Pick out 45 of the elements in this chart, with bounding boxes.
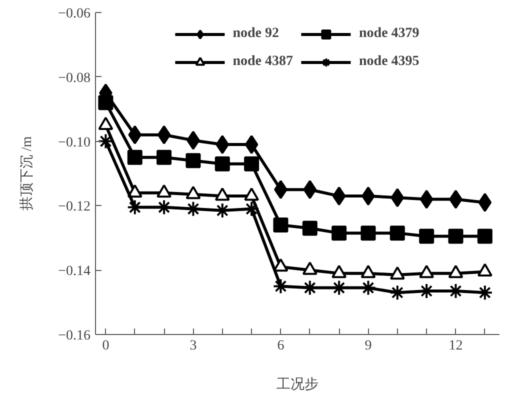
x-axis-title: 工况步 — [276, 376, 318, 392]
point — [156, 199, 172, 216]
point — [419, 228, 434, 244]
y-axis-title: 拱顶下沉 /m — [19, 136, 36, 211]
y-tick-label: −0.10 — [58, 135, 91, 150]
point — [360, 226, 376, 241]
point — [127, 150, 142, 165]
x-tick-label: 3 — [190, 338, 197, 354]
point — [98, 95, 114, 110]
point — [186, 153, 201, 168]
point — [478, 192, 492, 212]
y-tick-label: −0.14 — [58, 264, 91, 280]
x-tick-label: 0 — [102, 338, 110, 354]
point — [448, 228, 464, 244]
point — [244, 200, 260, 217]
point — [156, 150, 172, 165]
point — [216, 135, 230, 154]
point — [128, 125, 142, 144]
point — [214, 156, 230, 172]
x-tick-label: 12 — [448, 338, 463, 354]
point — [477, 228, 492, 244]
point — [332, 226, 347, 241]
point — [244, 156, 260, 172]
point — [390, 226, 405, 241]
legend-label: node 4387 — [232, 54, 293, 70]
point — [476, 284, 493, 301]
point — [420, 190, 434, 209]
y-tick-label: −0.08 — [58, 70, 91, 86]
point — [332, 186, 346, 206]
point — [157, 125, 171, 144]
legend-label: node 92 — [232, 26, 279, 42]
point — [303, 180, 317, 200]
y-tick-label: −0.16 — [58, 328, 91, 344]
point — [390, 188, 404, 208]
point — [389, 284, 406, 301]
legend-label: node 4379 — [359, 26, 420, 42]
point — [244, 135, 258, 154]
x-tick-label: 9 — [364, 338, 372, 354]
point — [272, 278, 289, 294]
point — [302, 220, 318, 236]
y-tick-label: −0.12 — [58, 200, 91, 215]
y-tick-label: −0.06 — [58, 6, 91, 22]
point — [273, 218, 288, 233]
legend-label: node 4395 — [359, 54, 420, 70]
x-tick-label: 6 — [277, 338, 284, 354]
